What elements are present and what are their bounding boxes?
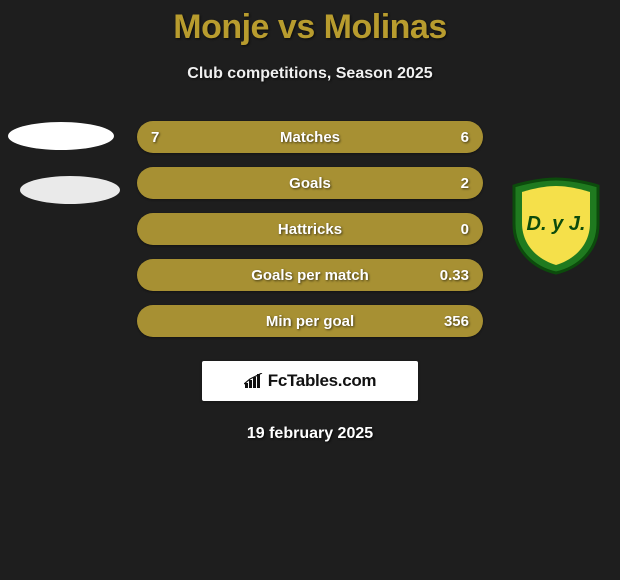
stat-right: 6 [461, 129, 469, 146]
stat-left: 7 [151, 129, 159, 146]
shield-icon: D. y J. [506, 176, 606, 276]
left-ellipse-1 [8, 122, 114, 150]
stat-label: Hattricks [278, 221, 342, 238]
brand-link[interactable]: FcTables.com [202, 361, 418, 401]
stat-right: 2 [461, 175, 469, 192]
badge-text: D. y J. [527, 213, 586, 235]
stat-right: 0.33 [440, 267, 469, 284]
bar-chart-icon [244, 373, 264, 389]
stat-row-goals: Goals 2 [137, 167, 483, 199]
subtitle: Club competitions, Season 2025 [0, 65, 620, 83]
page-title: Monje vs Molinas [0, 8, 620, 47]
stat-right: 0 [461, 221, 469, 238]
club-badge: D. y J. [506, 176, 606, 276]
stat-row-mpg: Min per goal 356 [137, 305, 483, 337]
stat-row-matches: 7 Matches 6 [137, 121, 483, 153]
stat-row-gpm: Goals per match 0.33 [137, 259, 483, 291]
stat-label: Matches [280, 129, 340, 146]
stat-row-hattricks: Hattricks 0 [137, 213, 483, 245]
stat-label: Min per goal [266, 313, 354, 330]
date-line: 19 february 2025 [0, 425, 620, 443]
stat-right: 356 [444, 313, 469, 330]
brand-text: FcTables.com [268, 371, 377, 391]
stat-label: Goals per match [251, 267, 369, 284]
left-ellipse-2 [20, 176, 120, 204]
stat-label: Goals [289, 175, 331, 192]
